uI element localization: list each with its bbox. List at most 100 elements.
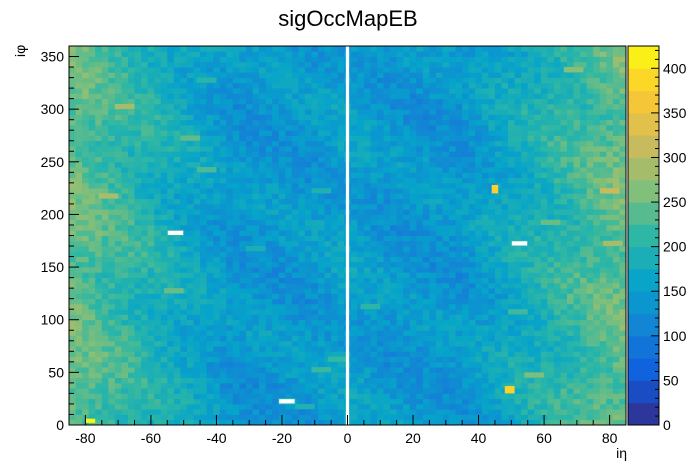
heatmap-cell [186,235,194,242]
heatmap-cell [141,130,149,136]
heatmap-cell [468,409,476,415]
heatmap-cell [186,303,194,310]
heatmap-cell [514,193,522,200]
heatmap-cell [396,151,404,157]
heatmap-cell [435,219,443,226]
heatmap-cell [69,382,76,389]
heatmap-cell [259,209,266,215]
heatmap-cell [69,277,76,284]
heatmap-cell [88,367,96,373]
heatmap-cell [422,219,430,226]
heatmap-cell [272,346,280,352]
heatmap-cell [219,209,227,215]
heatmap-cell [141,82,149,89]
heatmap-cell [390,330,398,336]
heatmap-cell [422,419,430,426]
heatmap-cell [324,51,332,57]
heatmap-cell [259,388,266,394]
heatmap-cell [82,409,90,415]
heatmap-cell [239,303,247,310]
heatmap-cell [416,82,424,89]
heatmap-cell [304,88,312,94]
heatmap-cell [186,156,194,163]
heatmap-cell [95,298,103,305]
heatmap-cell [481,177,489,184]
heatmap-cell [488,72,496,78]
heatmap-cell [69,361,76,368]
heatmap-cell [88,114,96,121]
heatmap-cell [488,172,496,178]
heatmap-cell [95,261,103,268]
heatmap-cell [147,303,155,310]
heatmap-cell [226,314,234,321]
heatmap-cell [206,293,214,300]
heatmap-cell [435,56,443,63]
heatmap-cell [134,256,142,263]
heatmap-cell [219,167,227,173]
heatmap-cell [186,267,194,273]
heatmap-cell [180,72,188,78]
heatmap-cell [239,340,247,347]
heatmap-cell [416,246,424,252]
heatmap-cell [508,282,515,289]
heatmap-cell [291,151,299,157]
heatmap-cell [494,346,502,352]
heatmap-cell [101,114,109,121]
heatmap-cell [501,151,509,157]
heatmap-cell [331,340,339,347]
heatmap-cell [147,88,155,94]
heatmap-cell [455,351,463,357]
heatmap-cell [422,235,430,242]
heatmap-cell [350,82,358,89]
heatmap-cell [475,409,483,415]
heatmap-cell [160,403,168,410]
heatmap-cell [160,214,168,221]
heatmap-cell [403,198,411,205]
heatmap-cell [501,109,509,115]
heatmap-cell [383,67,391,73]
heatmap-cell [462,235,470,242]
heatmap-cell [232,367,240,373]
heatmap-cell [462,393,470,400]
heatmap-cell [206,398,214,405]
heatmap-cell [416,303,424,310]
heatmap-cell [206,56,214,63]
heatmap-cell [147,103,155,110]
heatmap-cell [69,293,76,300]
heatmap-cell [311,361,319,368]
heatmap-cell [383,135,391,142]
heatmap-cell [514,235,522,242]
heatmap-cell [82,256,90,263]
heatmap-cell [298,188,306,194]
heatmap-cell [186,314,194,321]
heatmap-cell [508,198,515,205]
heatmap-cell [396,346,404,352]
heatmap-cell [357,193,365,200]
heatmap-cell [121,114,129,121]
heatmap-cell [363,219,371,226]
heatmap-cell [357,288,365,294]
heatmap-cell [167,72,175,78]
heatmap-cell [435,77,443,84]
heatmap-cell [311,209,319,215]
heatmap-cell [88,251,96,257]
heatmap-cell [265,261,273,268]
heatmap-cell [357,335,365,342]
heatmap-cell [508,103,515,110]
heatmap-cell [435,167,443,173]
heatmap-cell [383,372,391,379]
heatmap-cell [141,419,149,426]
heatmap-cell [416,203,424,210]
heatmap-cell [370,261,378,268]
heatmap-cell [514,388,522,394]
heatmap-cell [272,293,280,300]
heatmap-cell [403,240,411,247]
heatmap-cell [435,151,443,157]
heatmap-cell [232,224,240,231]
heatmap-cell [501,140,509,147]
heatmap-cell [435,124,443,131]
heatmap-cell [82,198,90,205]
heatmap-cell [265,403,273,410]
heatmap-cell [226,203,234,210]
heatmap-cell [376,230,384,236]
